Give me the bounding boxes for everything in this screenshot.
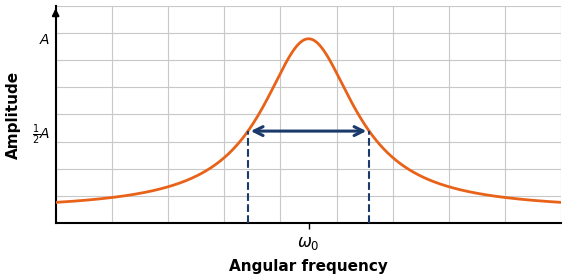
Y-axis label: Amplitude: Amplitude [6, 70, 20, 158]
X-axis label: Angular frequency: Angular frequency [229, 260, 388, 274]
